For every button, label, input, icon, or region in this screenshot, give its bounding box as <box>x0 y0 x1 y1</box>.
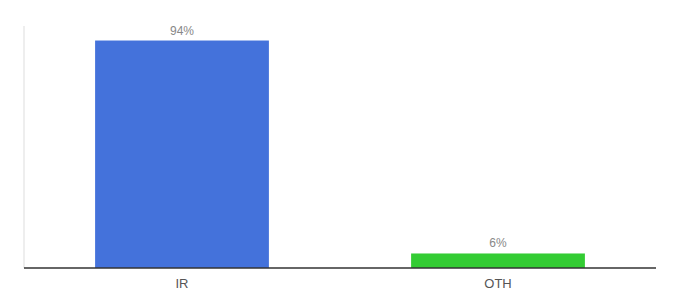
chart-container: 94% 6% IR OTH <box>0 0 680 300</box>
bar <box>95 41 269 268</box>
bar <box>411 253 585 268</box>
x-axis-line <box>24 267 656 269</box>
x-tick-label: OTH <box>484 276 511 291</box>
data-label: 94% <box>170 24 194 38</box>
y-axis-line <box>24 26 25 268</box>
data-label: 6% <box>489 236 507 250</box>
x-tick-label: IR <box>176 276 189 291</box>
chart-svg: 94% 6% IR OTH <box>0 0 680 300</box>
bars <box>95 41 585 268</box>
